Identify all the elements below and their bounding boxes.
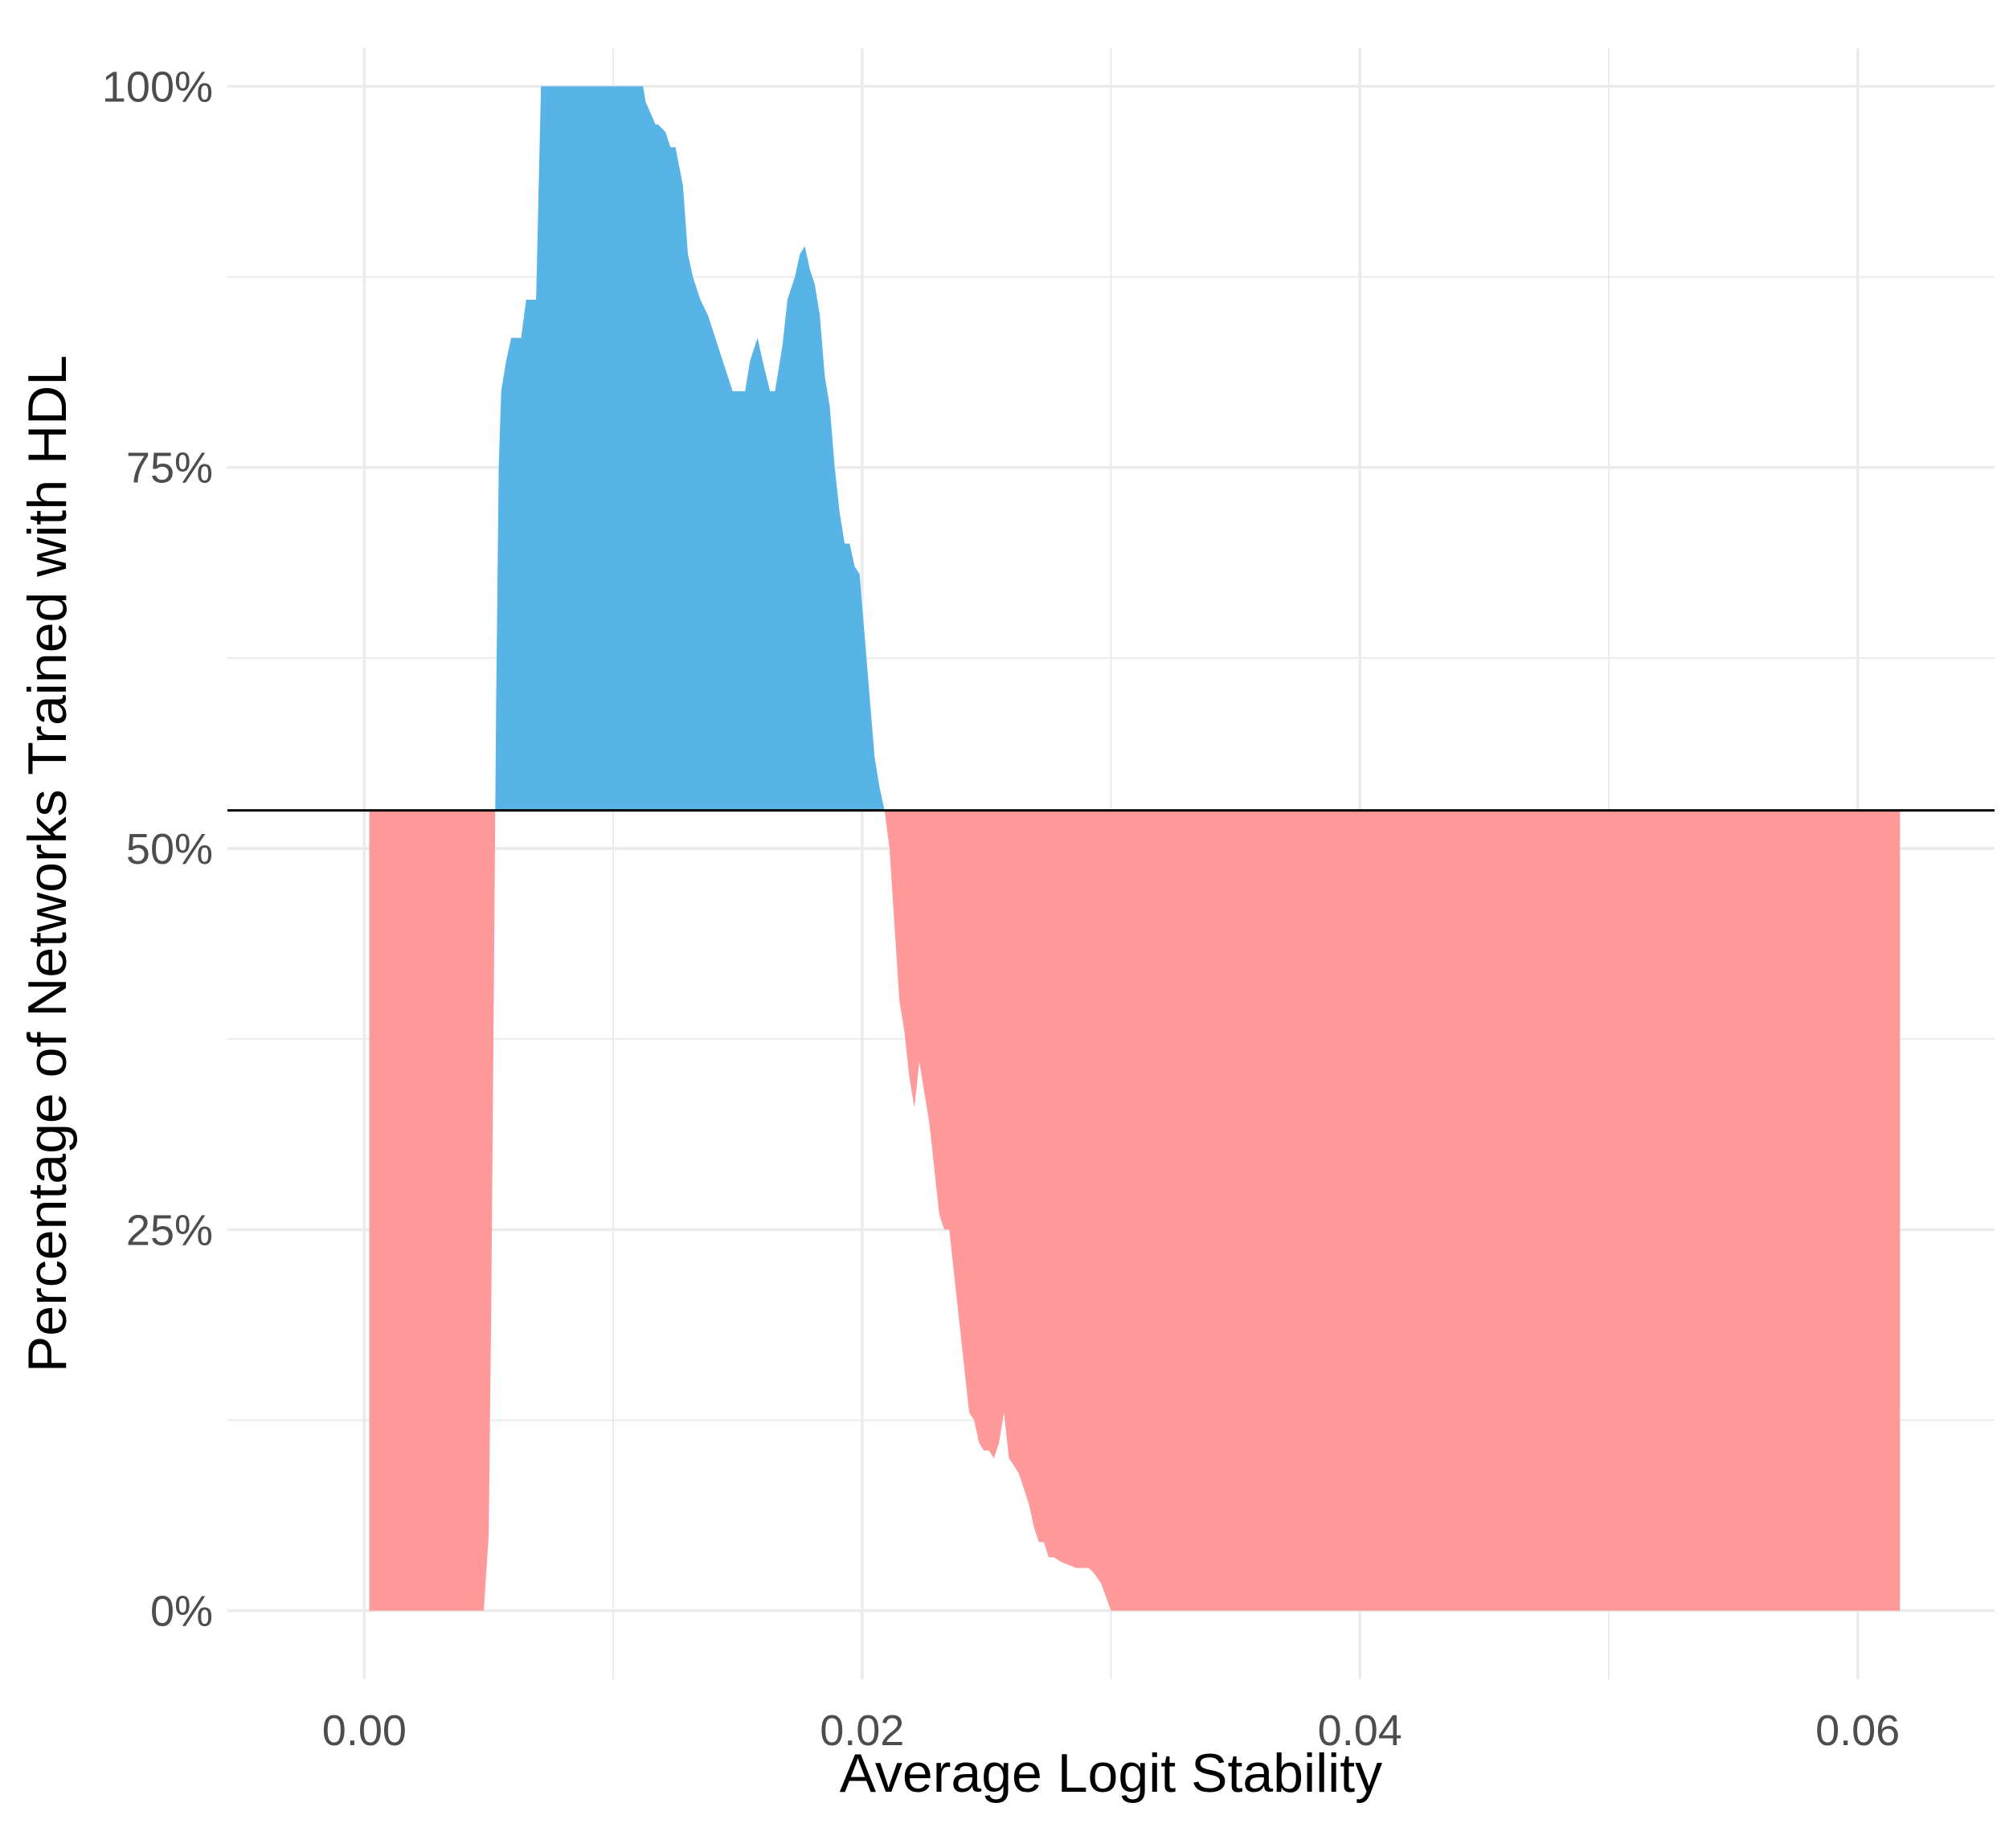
data-areas xyxy=(369,86,1901,1611)
area-above-reference-1 xyxy=(495,86,885,811)
area-below-reference-2 xyxy=(884,810,1901,1611)
area-below-reference-0 xyxy=(369,810,496,1611)
x-tick-label: 0.04 xyxy=(1318,1707,1402,1755)
y-axis-title: Percentage of Networks Trained with HDL xyxy=(17,355,78,1372)
y-tick-label: 0% xyxy=(150,1588,213,1636)
y-tick-label: 75% xyxy=(126,444,213,493)
y-tick-label: 50% xyxy=(126,825,213,873)
x-tick-label: 0.00 xyxy=(322,1707,407,1755)
x-axis-title: Average Logit Stability xyxy=(840,1743,1382,1804)
x-tick-label: 0.06 xyxy=(1815,1707,1900,1755)
y-tick-label: 100% xyxy=(102,63,213,111)
y-axis-tick-labels: 0% 25% 50% 75% 100% xyxy=(102,63,213,1635)
x-tick-label: 0.02 xyxy=(820,1707,904,1755)
y-tick-label: 25% xyxy=(126,1206,213,1254)
x-axis-tick-labels: 0.00 0.02 0.04 0.06 xyxy=(322,1707,1900,1755)
